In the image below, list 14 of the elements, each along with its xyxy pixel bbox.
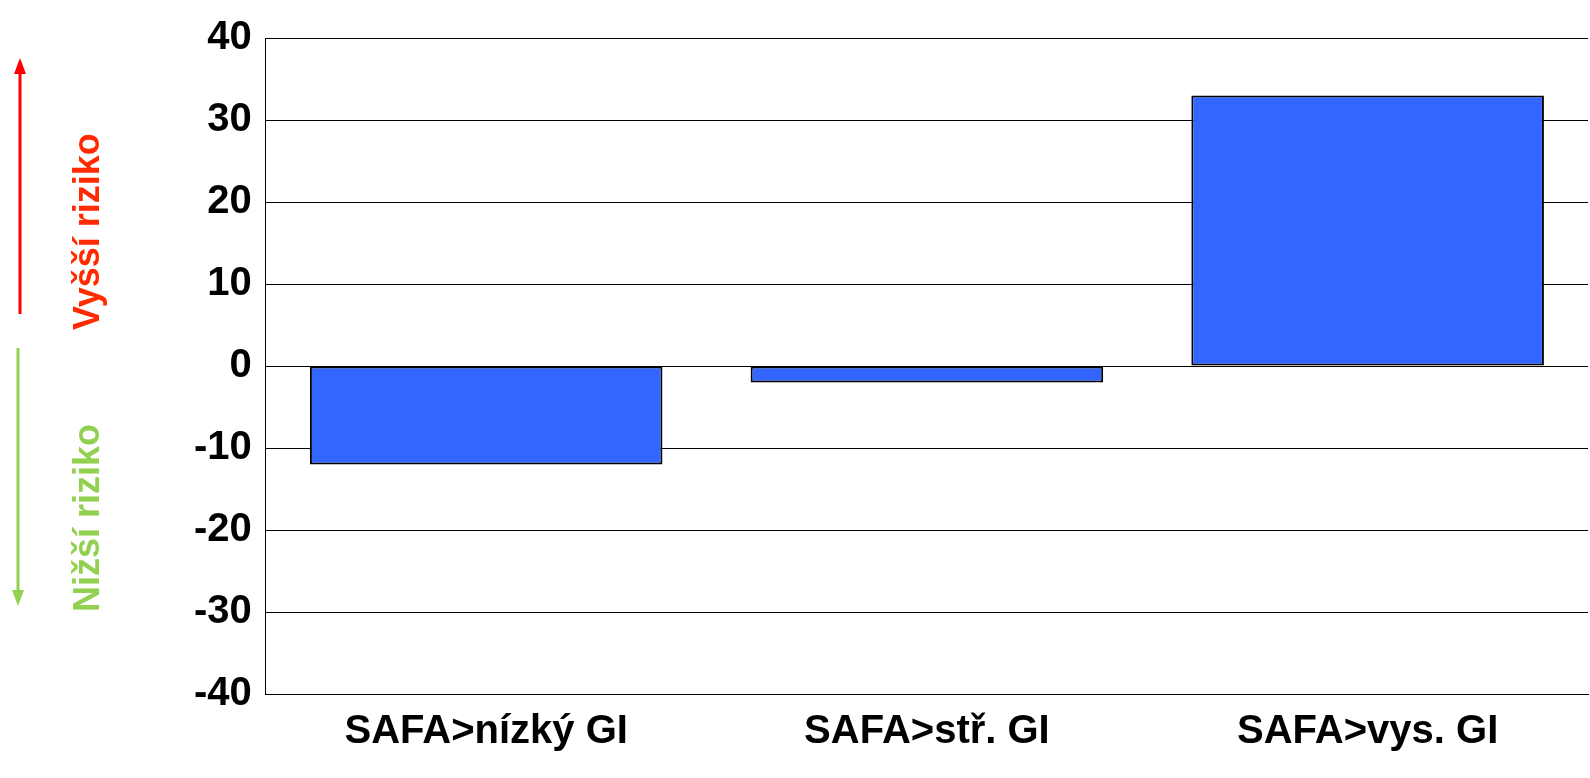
x-tick-label: SAFA>nízký GI: [344, 707, 628, 752]
y-tick-label: -20: [194, 505, 252, 550]
y-tick-label: 30: [207, 95, 252, 140]
y-tick-label: 40: [207, 13, 252, 58]
x-tick-label: SAFA>stř. GI: [804, 707, 1050, 752]
y-tick-label: 20: [207, 177, 252, 222]
y-tick-label: -10: [194, 423, 252, 468]
y-tick-label: -40: [194, 669, 252, 714]
y-tick-label: 0: [229, 341, 252, 386]
y-tick-label: -30: [194, 587, 252, 632]
text: Nižší riziko: [66, 423, 108, 612]
x-tick-label: SAFA>vys. GI: [1237, 707, 1499, 752]
y-tick-label: 10: [207, 259, 252, 304]
text: Vyšší riziko: [66, 133, 108, 330]
